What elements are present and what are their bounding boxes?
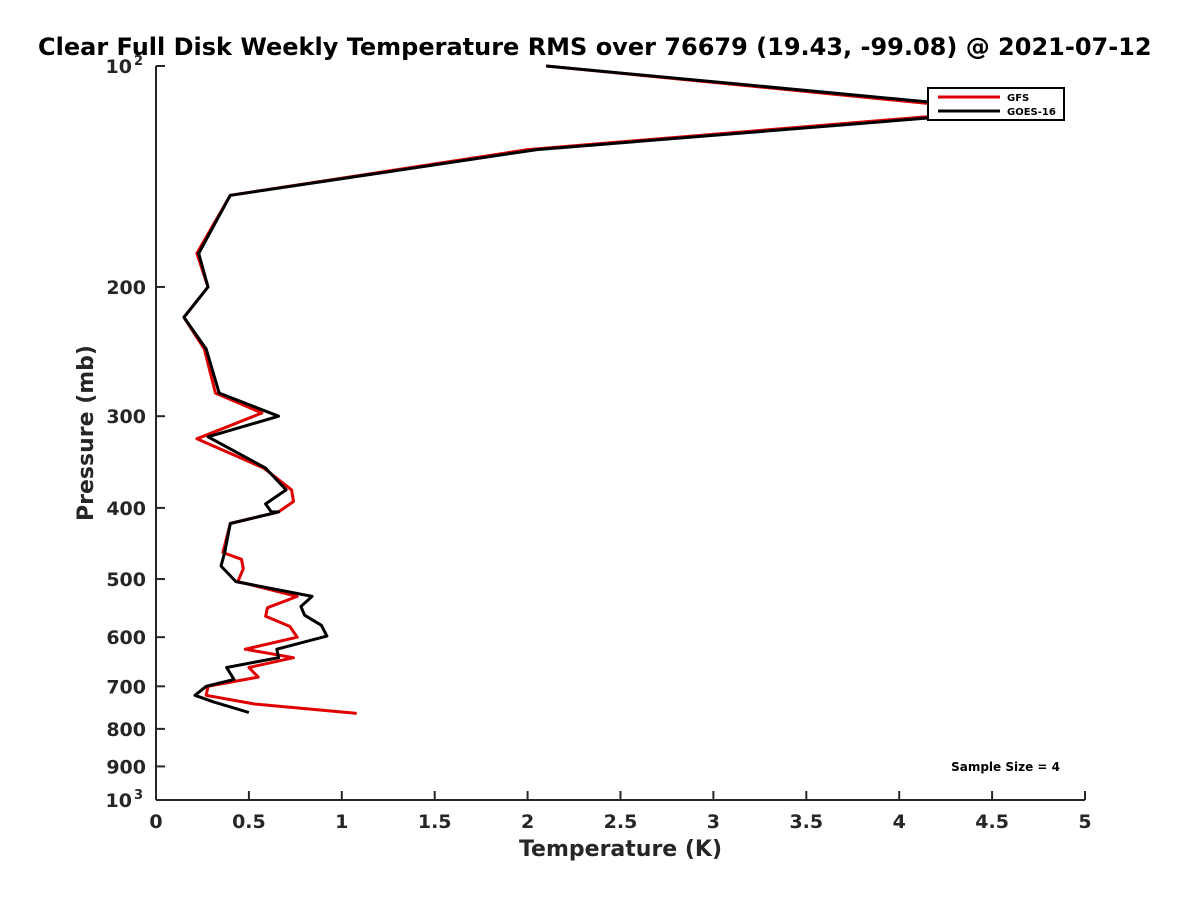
x-tick-label: 4 (893, 811, 906, 833)
y-tick-label: 500 (106, 569, 146, 591)
series-lines (182, 64, 1022, 715)
y-tick-label: 900 (106, 756, 146, 778)
x-tick-label: 2.5 (604, 811, 638, 833)
y-tick-label: 700 (106, 676, 146, 698)
x-tick-label: 0.5 (232, 811, 266, 833)
x-tick-label: 5 (1078, 811, 1091, 833)
legend-box (927, 87, 1065, 121)
sample-size-annotation: Sample Size = 4 (951, 760, 1060, 774)
legend: GFS GOES-16 (927, 87, 1065, 121)
y-tick-label: 200 (106, 277, 146, 299)
x-tick-label: 0 (149, 811, 162, 833)
y-tick-base: 10 (106, 790, 132, 812)
legend-label: GFS (1007, 93, 1029, 104)
x-tick-label: 3 (707, 811, 720, 833)
x-tick-label: 1 (335, 811, 348, 833)
chart-title: Clear Full Disk Weekly Temperature RMS o… (38, 33, 1152, 61)
y-tick-label: 300 (106, 406, 146, 428)
x-tick-label: 1.5 (418, 811, 452, 833)
y-tick-exponent: 2 (134, 54, 143, 69)
legend-label: GOES-16 (1007, 107, 1056, 118)
y-tick-label: 10 (106, 56, 132, 78)
x-tick-label: 2 (521, 811, 534, 833)
x-tick-label: 4.5 (975, 811, 1009, 833)
x-tick-label: 3.5 (789, 811, 823, 833)
y-tick-label: 10 (106, 790, 132, 812)
legend-items: GFS GOES-16 (938, 93, 1056, 118)
y-tick-label: 600 (106, 627, 146, 649)
y-tick-label: 800 (106, 719, 146, 741)
series-line-goes-16 (182, 64, 1022, 714)
y-tick-base: 10 (106, 56, 132, 78)
x-axis-label: Temperature (K) (519, 837, 722, 862)
plot-area: 0 0.5 1 1.5 2 2.5 3 3.5 4 4.5 5 10 2200300400500600… (106, 54, 1092, 833)
x-axis-ticks: 0 0.5 1 1.5 2 2.5 3 3.5 4 4.5 5 (149, 791, 1092, 833)
y-tick-label: 400 (106, 498, 146, 520)
y-tick-exponent: 3 (134, 788, 143, 803)
y-axis-label: Pressure (mb) (74, 345, 99, 521)
